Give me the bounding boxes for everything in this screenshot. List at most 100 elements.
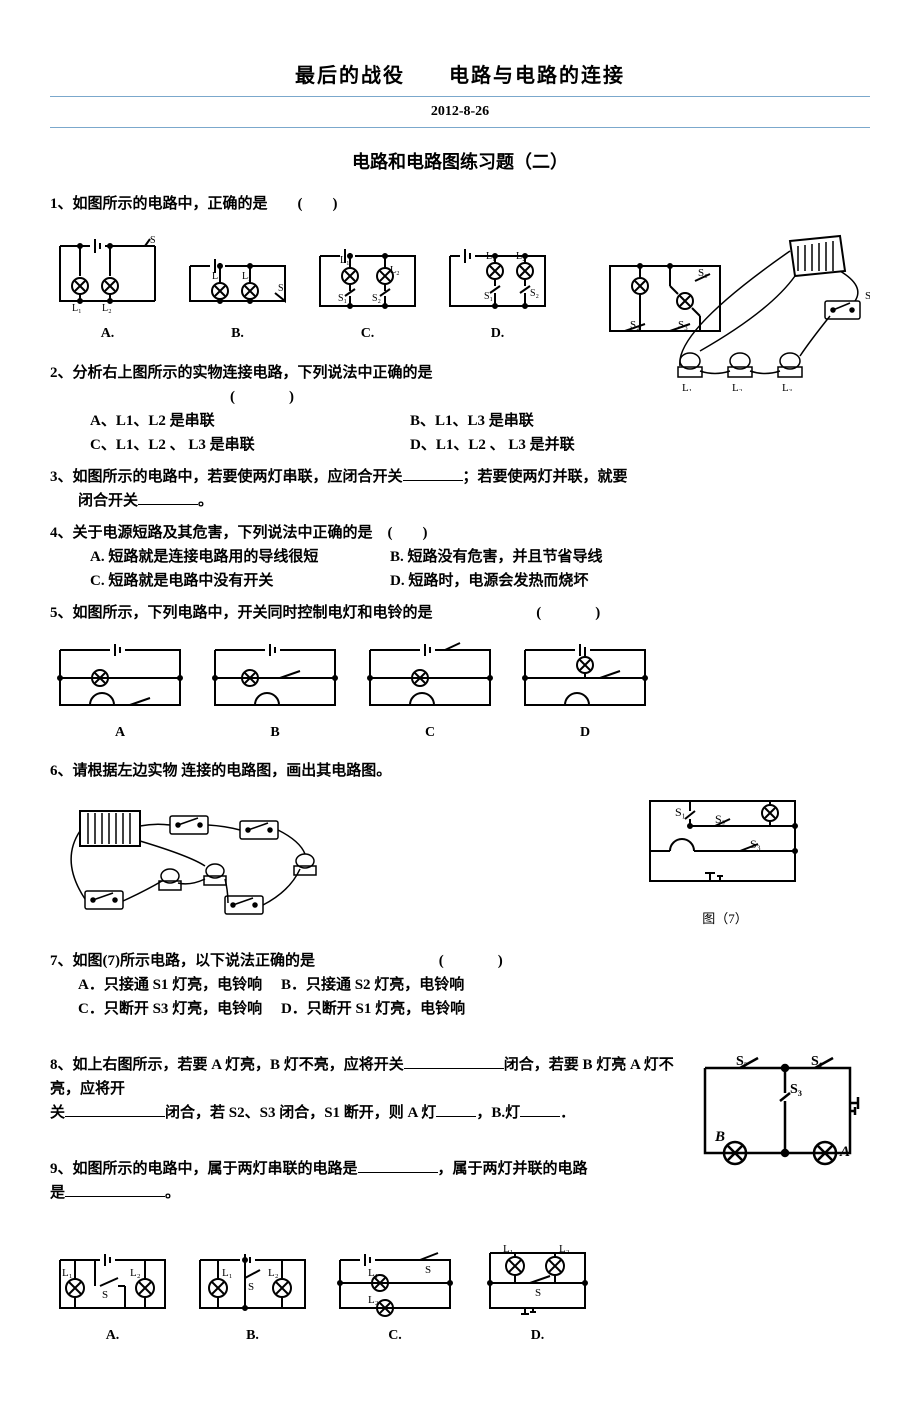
- q9-diagram-d: L₁ L₂ S D.: [475, 1238, 600, 1347]
- q3-text-b: ；若要使两灯并联，就要: [463, 469, 628, 485]
- q7-fig-label: 图（7）: [640, 909, 810, 930]
- q1-label-c: C.: [361, 323, 375, 345]
- q1-label-b: B.: [231, 323, 244, 345]
- q1-label-d: D.: [491, 323, 505, 345]
- q9-blank-2[interactable]: [65, 1182, 165, 1197]
- svg-text:L₃: L₃: [782, 382, 793, 391]
- q9-text-c: 是: [50, 1185, 65, 1201]
- q8-blank-3[interactable]: [436, 1102, 476, 1117]
- q7-opt-c: C．只断开 S3 灯亮，电铃响: [78, 1001, 262, 1017]
- q4-opt-c: C. 短路就是电路中没有开关: [90, 569, 390, 593]
- section-title: 电路和电路图练习题（二）: [50, 148, 870, 177]
- q9-label-d: D.: [531, 1325, 545, 1347]
- svg-text:S: S: [102, 1289, 108, 1301]
- q7-figure: S₁ S₂ S₃ 图（7）: [640, 791, 810, 930]
- q5-label-a: A: [115, 722, 125, 744]
- svg-text:S₂: S₂: [372, 293, 381, 304]
- q9-blank-1[interactable]: [358, 1158, 438, 1173]
- q3-text-a: 3、如图所示的电路中，若要使两灯串联，应闭合开关: [50, 469, 403, 485]
- svg-text:L₁: L₁: [212, 271, 222, 282]
- q8-text-f: ．: [560, 1105, 575, 1121]
- svg-text:S₁: S₁: [338, 293, 347, 304]
- q1-label-a: A.: [101, 323, 115, 345]
- svg-text:L₂: L₂: [390, 265, 400, 276]
- svg-text:S: S: [865, 290, 870, 302]
- q2-opt-a: A、L1、L2 是串联: [90, 409, 410, 433]
- q6-text: 6、请根据左边实物 连接的电路图，画出其电路图。: [50, 763, 391, 779]
- q1-text: 1、如图所示的电路中，正确的是 ( ): [50, 196, 338, 212]
- question-1: 1、如图所示的电路中，正确的是 ( ): [50, 192, 870, 216]
- svg-text:L₂: L₂: [732, 382, 743, 391]
- q1-diagram-c: L₁ L₂ S₁ S₂ C.: [310, 241, 425, 345]
- q8-text-c: 关: [50, 1105, 65, 1121]
- q7-paren: ( ): [439, 953, 511, 969]
- q3-diagram: S₁ S₂ S₃: [600, 256, 730, 346]
- svg-text:L₁: L₁: [222, 1267, 233, 1279]
- svg-text:A: A: [839, 1144, 850, 1160]
- svg-text:S: S: [535, 1287, 541, 1299]
- q1-diagrams: S L₁ L₂ A. L₁ L₂: [50, 231, 660, 345]
- q4-opt-a: A. 短路就是连接电路用的导线很短: [90, 545, 390, 569]
- q8-blank-2[interactable]: [65, 1102, 165, 1117]
- q7-text: 7、如图(7)所示电路，以下说法正确的是: [50, 953, 315, 969]
- q9-label-c: C.: [388, 1325, 402, 1347]
- q8-blank-1[interactable]: [404, 1054, 504, 1069]
- q5-label-d: D: [580, 722, 590, 744]
- svg-text:S₂: S₂: [736, 1054, 748, 1069]
- q1-diagram-b: L₁ L₂ S B.: [180, 251, 295, 345]
- svg-text:L₂: L₂: [242, 271, 252, 282]
- question-7: 7、如图(7)所示电路，以下说法正确的是 ( ) A．只接通 S1 灯亮，电铃响…: [50, 949, 870, 1021]
- svg-text:L₁: L₁: [62, 1267, 73, 1279]
- q2-opt-b: B、L1、L3 是串联: [410, 409, 870, 433]
- q5-paren: ( ): [536, 605, 608, 621]
- divider-top: [50, 96, 870, 97]
- q1-diagram-a: S L₁ L₂ A.: [50, 231, 165, 345]
- svg-text:S: S: [150, 235, 156, 246]
- svg-text:L₁: L₁: [368, 1267, 379, 1279]
- question-6: 6、请根据左边实物 连接的电路图，画出其电路图。: [50, 759, 870, 783]
- q7-opt-d: D．只断开 S1 灯亮，电铃响: [281, 1001, 465, 1017]
- q5-diagrams: A B C: [50, 640, 870, 744]
- q2-paren: ( ): [230, 389, 302, 405]
- q9-label-b: B.: [246, 1325, 259, 1347]
- q8-diagram: S₂ S₁ S₃ B A: [690, 1053, 870, 1181]
- svg-text:S₁: S₁: [811, 1054, 823, 1069]
- svg-text:L₂: L₂: [559, 1243, 570, 1255]
- q7-opt-b: B．只接通 S2 灯亮，电铃响: [281, 977, 464, 993]
- q9-text-d: 。: [165, 1185, 180, 1201]
- q5-diagram-b: B: [205, 640, 345, 744]
- q2-opt-d: D、L1、L2 、 L3 是并联: [410, 433, 870, 457]
- svg-text:S₁: S₁: [484, 291, 493, 302]
- svg-text:S₃: S₃: [790, 1082, 802, 1097]
- svg-text:S: S: [278, 283, 284, 294]
- question-4: 4、关于电源短路及其危害，下列说法中正确的是 ( ) A. 短路就是连接电路用的…: [50, 521, 870, 593]
- q9-text-a: 9、如图所示的电路中，属于两灯串联的电路是: [50, 1161, 358, 1177]
- main-title: 最后的战役 电路与电路的连接: [50, 60, 870, 92]
- question-3: 3、如图所示的电路中，若要使两灯串联，应闭合开关；若要使两灯并联，就要 闭合开关…: [50, 465, 870, 513]
- svg-text:L₁: L₁: [682, 382, 693, 391]
- q9-diagram-a: L₁ S L₂ A.: [50, 1248, 175, 1347]
- q2-opt-c: C、L1、L2 、 L3 是串联: [90, 433, 410, 457]
- q3-blank-1[interactable]: [403, 466, 463, 481]
- q9-diagrams: L₁ S L₂ A. L₁ S L₂ B.: [50, 1238, 870, 1347]
- q4-opt-d: D. 短路时，电源会发热而烧坏: [390, 569, 870, 593]
- svg-text:S₁: S₁: [675, 805, 686, 819]
- svg-text:L₁: L₁: [72, 303, 82, 314]
- q8-blank-4[interactable]: [520, 1102, 560, 1117]
- q5-diagram-a: A: [50, 640, 190, 744]
- header-date: 2012-8-26: [50, 101, 870, 123]
- q2-text: 2、分析右上图所示的实物连接电路，下列说法中正确的是: [50, 365, 433, 381]
- question-5: 5、如图所示，下列电路中，开关同时控制电灯和电铃的是 ( ): [50, 601, 870, 625]
- svg-text:S: S: [425, 1264, 431, 1276]
- q5-diagram-d: D: [515, 640, 655, 744]
- svg-text:L₂: L₂: [368, 1294, 379, 1306]
- q8-text-e: ，B.灯: [476, 1105, 520, 1121]
- q4-opt-b: B. 短路没有危害，并且节省导线: [390, 545, 870, 569]
- q5-diagram-c: C: [360, 640, 500, 744]
- q3-blank-2[interactable]: [138, 490, 198, 505]
- q5-text: 5、如图所示，下列电路中，开关同时控制电灯和电铃的是: [50, 605, 433, 621]
- q9-text-b: ，属于两灯并联的电路: [438, 1161, 588, 1177]
- svg-text:B: B: [714, 1129, 725, 1145]
- divider-bottom: [50, 127, 870, 128]
- svg-text:S: S: [248, 1281, 254, 1293]
